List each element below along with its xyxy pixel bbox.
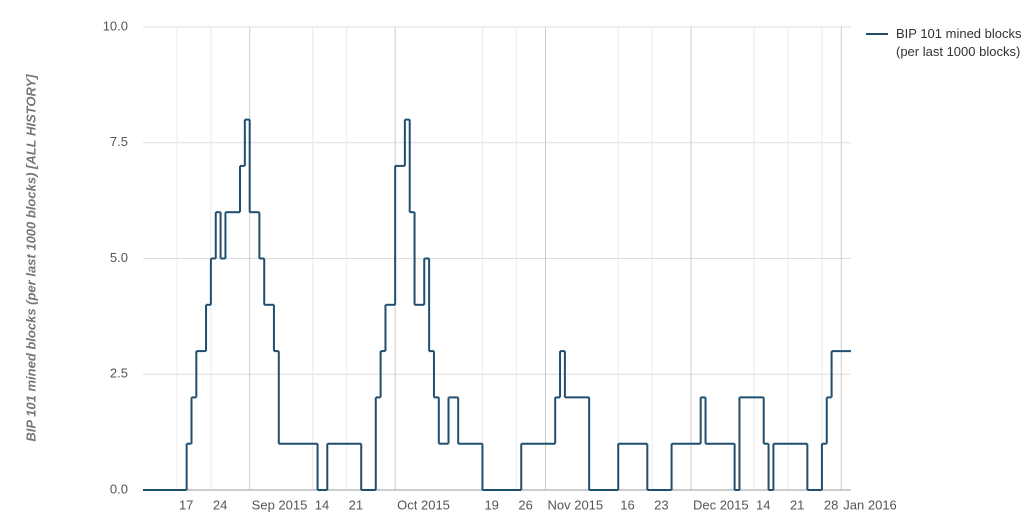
x-tick-label: 16	[620, 497, 634, 512]
x-tick-label: 19	[484, 497, 498, 512]
y-tick-label: 2.5	[110, 366, 128, 381]
y-axis-label: BIP 101 mined blocks (per last 1000 bloc…	[23, 74, 38, 442]
x-tick-label: 17	[179, 497, 193, 512]
x-tick-label: 24	[213, 497, 227, 512]
y-tick-label: 5.0	[110, 250, 128, 265]
x-tick-label: Sep 2015	[252, 497, 308, 512]
x-tick-label: 26	[518, 497, 532, 512]
x-tick-label: Dec 2015	[693, 497, 749, 512]
x-tick-label: 14	[315, 497, 329, 512]
x-tick-label: Nov 2015	[547, 497, 603, 512]
x-tick-label: 28	[824, 497, 838, 512]
x-tick-label: Jan 2016	[843, 497, 897, 512]
x-tick-label: 21	[349, 497, 363, 512]
y-tick-label: 10.0	[103, 18, 128, 33]
x-tick-label: Oct 2015	[397, 497, 450, 512]
x-tick-label: 14	[756, 497, 770, 512]
x-tick-label: 21	[790, 497, 804, 512]
y-tick-label: 0.0	[110, 481, 128, 496]
legend-label: BIP 101 mined blocks (per last 1000 bloc…	[896, 26, 1022, 59]
y-tick-label: 7.5	[110, 134, 128, 149]
x-tick-label: 23	[654, 497, 668, 512]
